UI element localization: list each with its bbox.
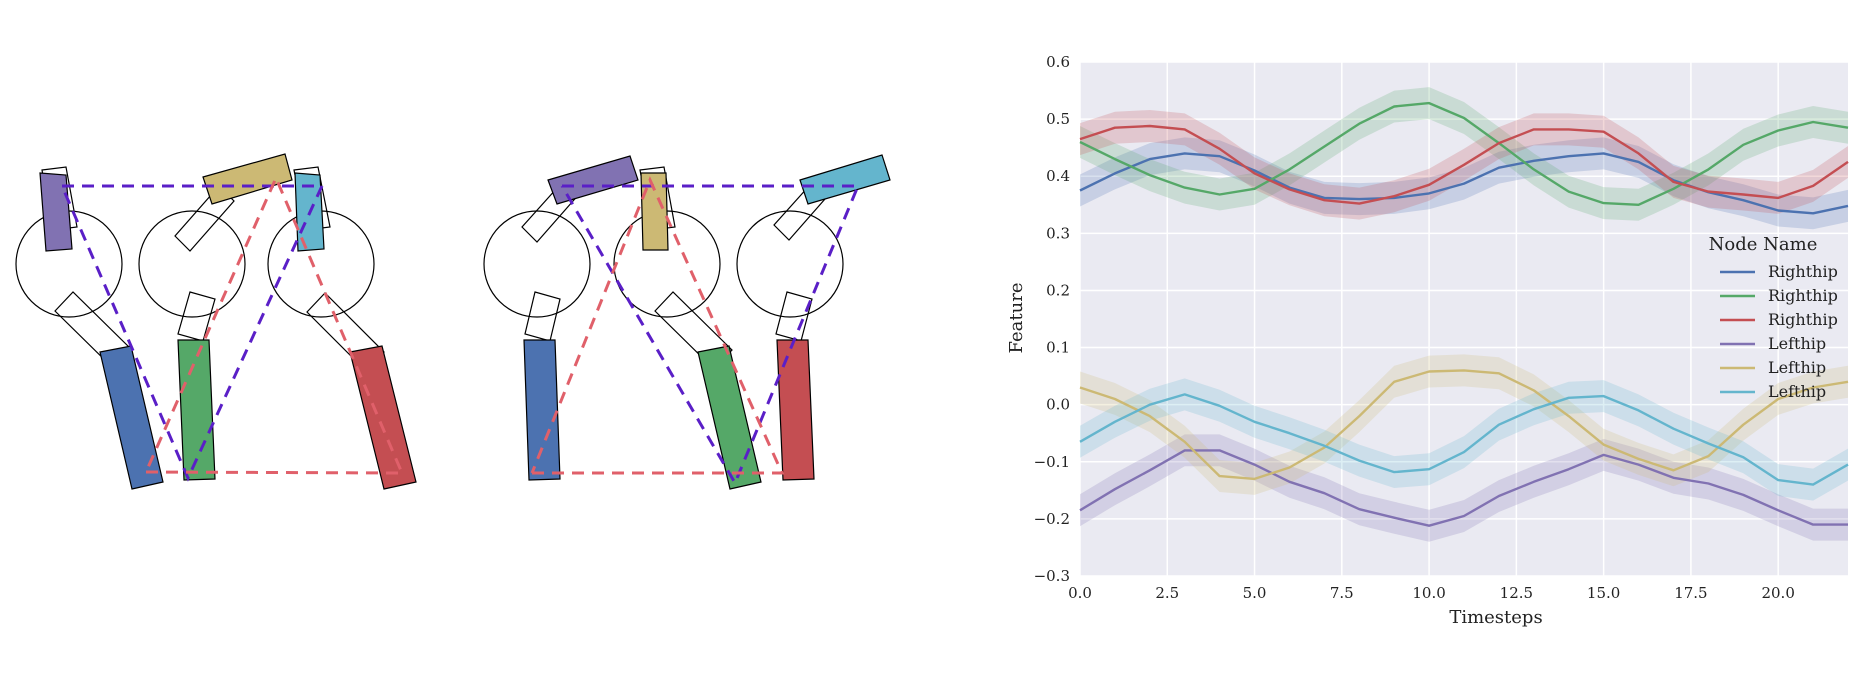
y-tick-label: 0.4 (1046, 167, 1070, 185)
legend-label: Righthip (1768, 286, 1838, 305)
legend-label: Righthip (1768, 310, 1838, 329)
left-schematic-limb-blue (99, 345, 164, 490)
middle-schematic-limb-cyan (799, 154, 891, 205)
series-line-4 (1079, 449, 1848, 527)
legend-label: Lefthip (1768, 358, 1826, 377)
middle-red-dashed-path (530, 176, 785, 475)
middle-schematic-limb-red (776, 339, 815, 481)
series-line-5 (1079, 369, 1849, 481)
middle-schematic-limb-purple (547, 155, 639, 205)
middle-schematic-joint-circle-3 (736, 210, 844, 318)
left-purple-dashed-path (60, 184, 325, 482)
y-tick-labels: −0.3 −0.2 −0.1 0.0 0.1 0.2 0.3 0.4 0.5 0.6 (1034, 53, 1070, 585)
left-schematic-limb-green (177, 339, 216, 481)
y-tick-label: −0.3 (1034, 567, 1070, 585)
x-tick-label: 0.0 (1068, 584, 1092, 602)
y-tick-label: 0.1 (1046, 339, 1070, 357)
left-red-dashed-path (144, 174, 405, 475)
y-tick-label: 0.6 (1046, 53, 1070, 71)
middle-purple-dashed-path (560, 184, 861, 487)
x-tick-labels: 0.0 2.5 5.0 7.5 10.0 12.5 15.0 17.5 20.0 (1068, 584, 1795, 602)
left-schematic-dashed-lines (60, 174, 405, 482)
series-line-6 (1079, 393, 1849, 486)
series-line-2 (1079, 101, 1849, 207)
x-tick-label: 7.5 (1330, 584, 1354, 602)
legend-title: Node Name (1709, 234, 1818, 255)
series-band-4 (1080, 434, 1848, 542)
legend-label: Righthip (1768, 262, 1838, 281)
y-tick-label: 0.2 (1046, 281, 1070, 299)
series-band-2 (1080, 87, 1848, 221)
left-schematic-limb-red (349, 345, 417, 490)
middle-schematic-limb-green (697, 345, 762, 490)
middle-schematic-dashed-lines (530, 176, 861, 487)
middle-schematic-limb-yellow (640, 172, 669, 251)
x-tick-label: 15.0 (1587, 584, 1620, 602)
middle-schematic (483, 154, 891, 490)
series-lines (1079, 101, 1849, 527)
series-line-1 (1079, 152, 1849, 215)
series-band-6 (1080, 378, 1848, 501)
y-tick-label: 0.3 (1046, 224, 1070, 242)
x-tick-label: 20.0 (1761, 584, 1794, 602)
series-line-3 (1079, 124, 1849, 205)
y-axis-label: Feature (1006, 283, 1027, 354)
x-tick-label: 17.5 (1674, 584, 1707, 602)
x-tick-label: 12.5 (1500, 584, 1533, 602)
y-tick-label: 0.0 (1046, 396, 1070, 414)
left-schematic (15, 153, 417, 490)
y-tick-label: −0.1 (1034, 453, 1070, 471)
x-axis-label: Timesteps (1449, 607, 1542, 628)
legend-label: Lefthip (1768, 334, 1826, 353)
x-tick-label: 5.0 (1243, 584, 1267, 602)
legend-entries: Righthip Righthip Righthip Lefthip Lefthip Le… (1720, 262, 1838, 401)
middle-schematic-limb-blue (523, 339, 561, 481)
middle-schematic-outline-limb-5 (654, 291, 733, 370)
x-tick-label: 10.0 (1412, 584, 1445, 602)
y-tick-label: 0.5 (1046, 110, 1070, 128)
series-band-5 (1080, 354, 1848, 495)
legend: Node Name Righthip Righthip Righthip Lefthi… (1709, 234, 1838, 401)
legend-label: Lefthip (1768, 382, 1826, 401)
y-tick-label: −0.2 (1034, 510, 1070, 528)
middle-schematic-joint-circle-1 (483, 210, 591, 318)
left-schematic-limb-yellow (202, 153, 293, 205)
left-schematic-limb-purple (39, 172, 73, 252)
left-schematic-joint-circle-2 (138, 210, 246, 318)
left-schematic-outline-limb-2 (174, 185, 235, 252)
feature-line-chart: 0.0 2.5 5.0 7.5 10.0 12.5 15.0 17.5 20.0 −0.3−0.… (1006, 53, 1849, 628)
x-tick-label: 2.5 (1155, 584, 1179, 602)
